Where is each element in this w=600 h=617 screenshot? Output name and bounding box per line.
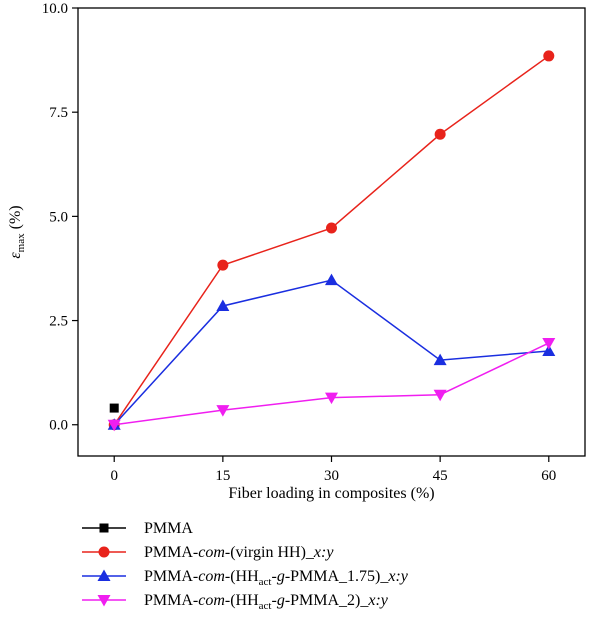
y-tick-label: 5.0 xyxy=(49,209,68,225)
data-point xyxy=(107,419,121,432)
x-tick-label: 0 xyxy=(110,468,118,484)
data-point xyxy=(433,389,447,402)
legend-label: PMMA xyxy=(144,520,193,537)
legend-label: PMMA-com-(HHact-g-PMMA_1.75)_x:y xyxy=(144,568,409,588)
x-axis-label: Fiber loading in composites (%) xyxy=(228,485,434,502)
legend-marker xyxy=(99,523,109,533)
x-tick-label: 30 xyxy=(324,468,339,484)
x-tick-label: 45 xyxy=(433,468,448,484)
y-tick-label: 0.0 xyxy=(49,418,68,434)
y-tick-label: 2.5 xyxy=(49,314,68,330)
legend-marker xyxy=(97,595,111,607)
legend: PMMA PMMA-com-(virgin HH)_x:y PMMA-com-(HH… xyxy=(82,520,409,612)
legend-item-0: PMMA xyxy=(82,520,193,537)
series-line xyxy=(113,55,550,426)
data-point xyxy=(542,338,556,350)
plot-area: 0 15 30 45 60 0.0 2.5 5.0 7.5 10.0 xyxy=(42,1,586,484)
data-point xyxy=(543,50,555,62)
series-2 xyxy=(107,273,556,430)
legend-item-1: PMMA-com-(virgin HH)_x:y xyxy=(82,544,334,561)
data-point xyxy=(325,273,338,286)
legend-label: PMMA-com-(HHact-g-PMMA_2)_x:y xyxy=(144,592,389,612)
y-tick-label: 7.5 xyxy=(49,105,68,121)
data-point xyxy=(216,299,230,311)
x-tick-label: 15 xyxy=(215,468,230,484)
legend-marker xyxy=(97,569,111,581)
legend-marker xyxy=(98,546,110,558)
x-axis-title: Fiber loading in composites (%) xyxy=(228,485,434,502)
series-line xyxy=(114,342,550,426)
y-tick-label: 10.0 xyxy=(42,1,68,17)
data-point xyxy=(109,403,119,413)
legend-item-2: PMMA-com-(HHact-g-PMMA_1.75)_x:y xyxy=(82,568,409,588)
x-tick-label: 60 xyxy=(541,468,556,484)
data-point xyxy=(433,353,447,366)
legend-item-3: PMMA-com-(HHact-g-PMMA_2)_x:y xyxy=(82,592,389,612)
data-point xyxy=(325,392,338,405)
series-3 xyxy=(107,338,556,432)
legend-label: PMMA-com-(virgin HH)_x:y xyxy=(144,544,334,561)
data-point xyxy=(216,405,230,417)
data-point xyxy=(434,128,446,140)
data-point xyxy=(542,344,556,356)
y-axis-label: εmax (%) xyxy=(7,205,27,258)
series-0 xyxy=(109,403,119,413)
data-point xyxy=(217,259,229,271)
y-axis-title: εmax (%) xyxy=(7,205,27,258)
series-1 xyxy=(108,50,555,431)
data-point xyxy=(326,222,337,234)
